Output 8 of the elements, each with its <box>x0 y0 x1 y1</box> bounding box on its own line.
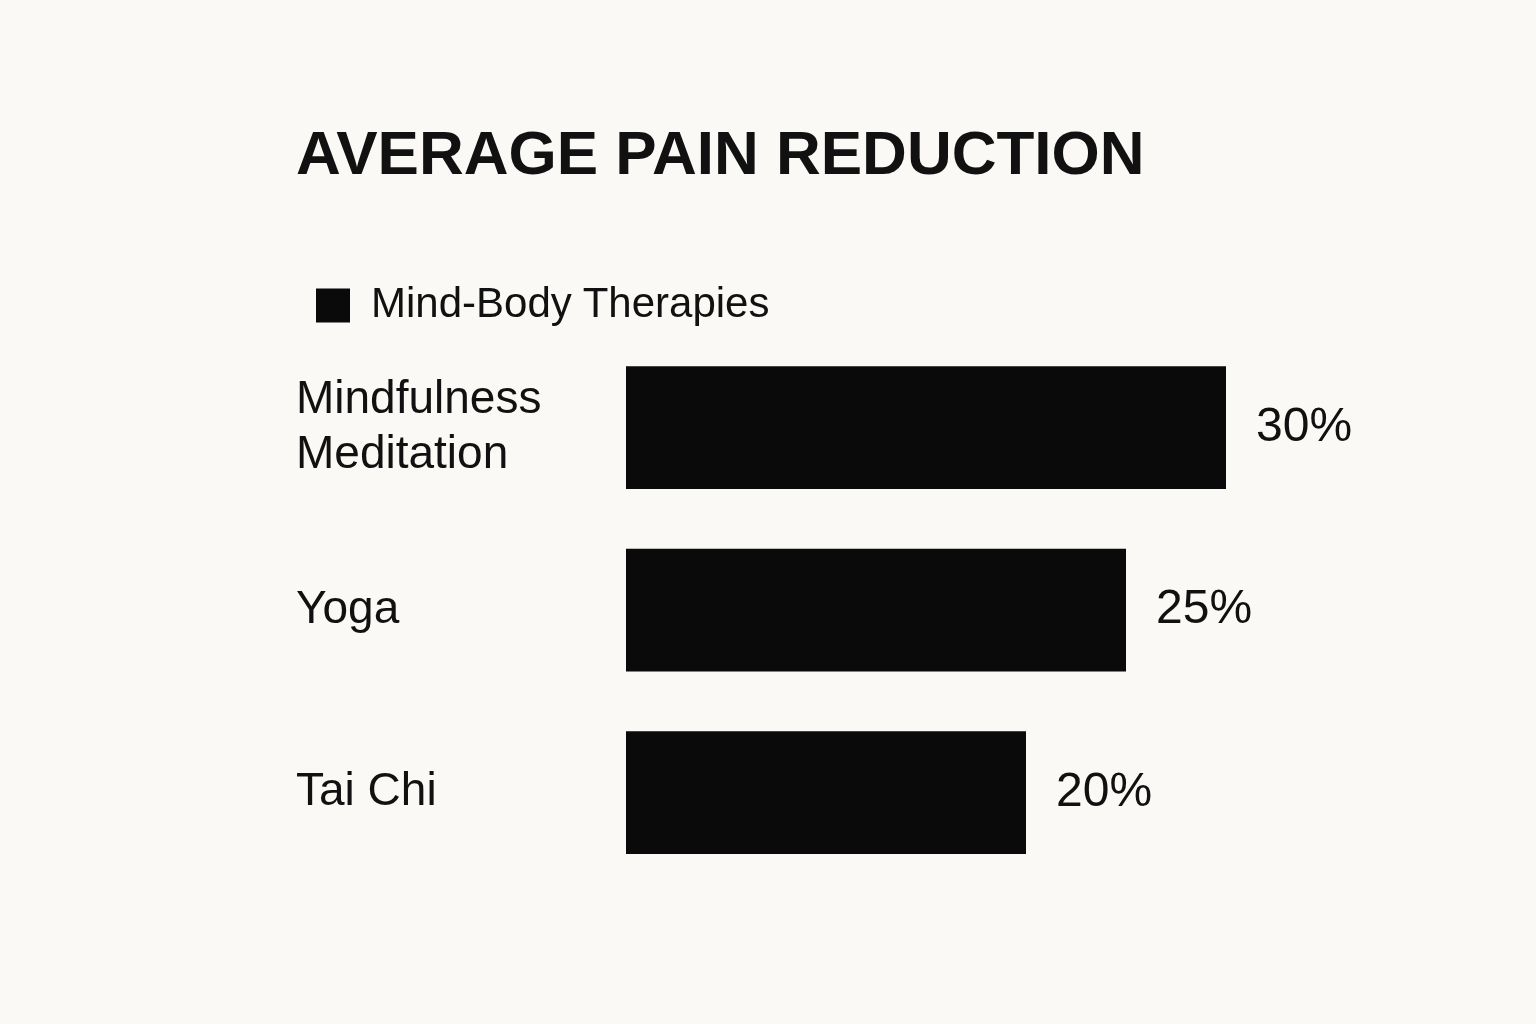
y-tick-label: Tai Chi <box>296 763 437 816</box>
chart-title: AVERAGE PAIN REDUCTION <box>296 118 1145 188</box>
data-label: 25% <box>1156 580 1253 634</box>
legend-label: Mind-Body Therapies <box>371 278 770 326</box>
y-tick-label: Mindfulness Meditation <box>296 370 542 478</box>
data-label: 20% <box>1056 762 1153 816</box>
y-tick-label: Yoga <box>296 580 400 633</box>
data-label: 30% <box>1256 397 1353 451</box>
